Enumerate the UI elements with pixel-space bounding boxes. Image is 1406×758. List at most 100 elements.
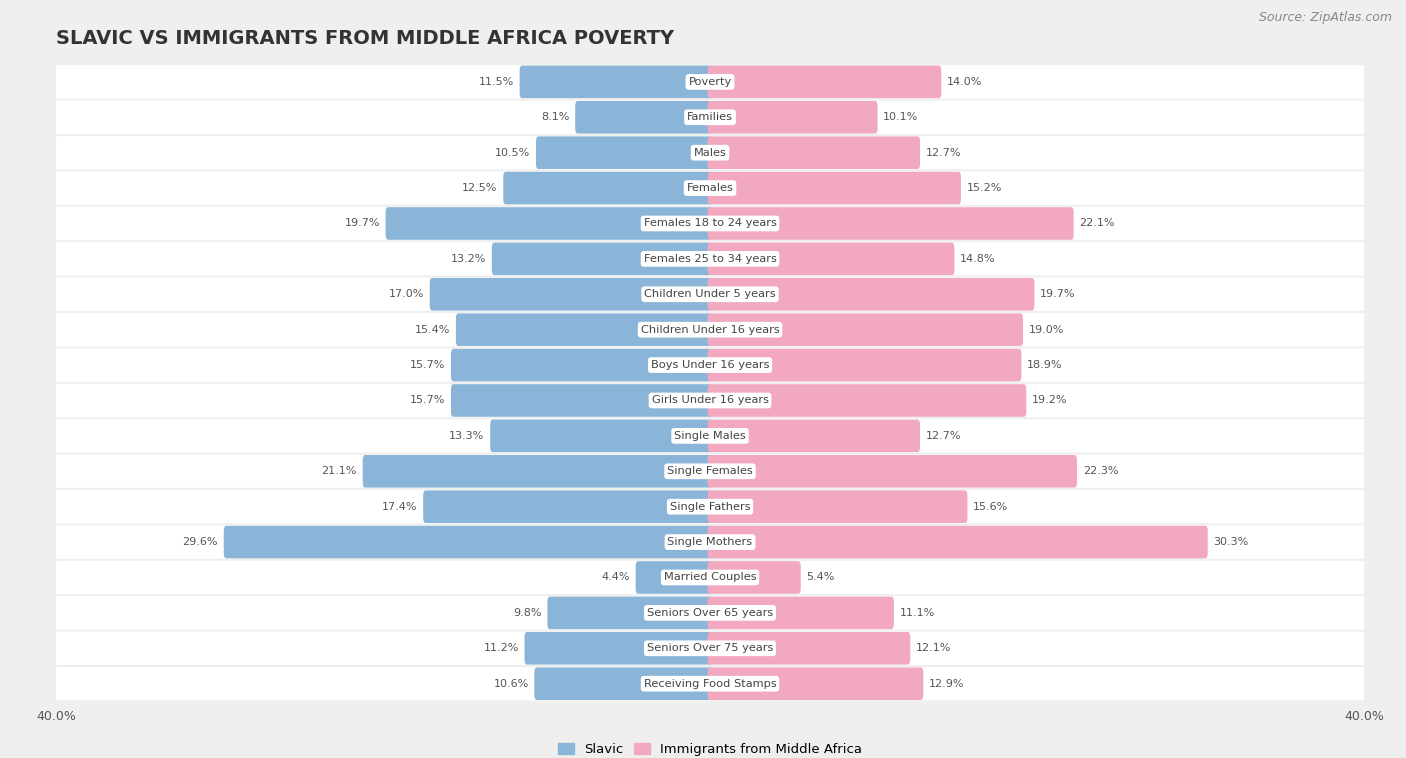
Text: 12.5%: 12.5% bbox=[463, 183, 498, 193]
Text: 13.2%: 13.2% bbox=[451, 254, 486, 264]
FancyBboxPatch shape bbox=[451, 384, 713, 417]
FancyBboxPatch shape bbox=[534, 667, 713, 700]
FancyBboxPatch shape bbox=[547, 597, 713, 629]
FancyBboxPatch shape bbox=[491, 420, 713, 453]
FancyBboxPatch shape bbox=[385, 207, 713, 240]
Text: 19.7%: 19.7% bbox=[1040, 290, 1076, 299]
FancyBboxPatch shape bbox=[56, 455, 1364, 488]
Text: 17.0%: 17.0% bbox=[388, 290, 425, 299]
Text: 10.5%: 10.5% bbox=[495, 148, 530, 158]
Text: Children Under 16 years: Children Under 16 years bbox=[641, 324, 779, 335]
FancyBboxPatch shape bbox=[56, 171, 1364, 205]
Text: 15.7%: 15.7% bbox=[411, 396, 446, 406]
FancyBboxPatch shape bbox=[56, 667, 1364, 700]
Text: 11.5%: 11.5% bbox=[478, 77, 515, 87]
Text: Males: Males bbox=[693, 148, 727, 158]
Text: 12.7%: 12.7% bbox=[925, 148, 962, 158]
Text: 13.3%: 13.3% bbox=[450, 431, 485, 441]
FancyBboxPatch shape bbox=[707, 490, 967, 523]
FancyBboxPatch shape bbox=[707, 420, 920, 453]
FancyBboxPatch shape bbox=[456, 313, 713, 346]
FancyBboxPatch shape bbox=[707, 66, 941, 99]
Text: Single Fathers: Single Fathers bbox=[669, 502, 751, 512]
FancyBboxPatch shape bbox=[536, 136, 713, 169]
Text: 22.3%: 22.3% bbox=[1083, 466, 1118, 476]
Text: 19.7%: 19.7% bbox=[344, 218, 380, 228]
FancyBboxPatch shape bbox=[56, 631, 1364, 665]
Text: Single Females: Single Females bbox=[668, 466, 752, 476]
Text: 14.0%: 14.0% bbox=[948, 77, 983, 87]
Text: Source: ZipAtlas.com: Source: ZipAtlas.com bbox=[1258, 11, 1392, 24]
Text: 9.8%: 9.8% bbox=[513, 608, 541, 618]
Text: Single Mothers: Single Mothers bbox=[668, 537, 752, 547]
Text: 10.1%: 10.1% bbox=[883, 112, 918, 122]
Text: 11.1%: 11.1% bbox=[900, 608, 935, 618]
Text: Receiving Food Stamps: Receiving Food Stamps bbox=[644, 678, 776, 689]
Text: Girls Under 16 years: Girls Under 16 years bbox=[651, 396, 769, 406]
FancyBboxPatch shape bbox=[56, 277, 1364, 311]
FancyBboxPatch shape bbox=[56, 101, 1364, 134]
Text: 29.6%: 29.6% bbox=[183, 537, 218, 547]
Text: 12.1%: 12.1% bbox=[915, 644, 952, 653]
FancyBboxPatch shape bbox=[56, 313, 1364, 346]
Text: Children Under 5 years: Children Under 5 years bbox=[644, 290, 776, 299]
Text: 5.4%: 5.4% bbox=[807, 572, 835, 582]
FancyBboxPatch shape bbox=[707, 455, 1077, 487]
Text: Females 18 to 24 years: Females 18 to 24 years bbox=[644, 218, 776, 228]
FancyBboxPatch shape bbox=[492, 243, 713, 275]
Text: 19.0%: 19.0% bbox=[1029, 324, 1064, 335]
FancyBboxPatch shape bbox=[707, 243, 955, 275]
FancyBboxPatch shape bbox=[707, 561, 801, 594]
FancyBboxPatch shape bbox=[430, 278, 713, 311]
FancyBboxPatch shape bbox=[56, 490, 1364, 523]
FancyBboxPatch shape bbox=[524, 632, 713, 665]
FancyBboxPatch shape bbox=[707, 207, 1074, 240]
FancyBboxPatch shape bbox=[707, 667, 924, 700]
FancyBboxPatch shape bbox=[56, 349, 1364, 382]
Text: Single Males: Single Males bbox=[673, 431, 747, 441]
Text: Boys Under 16 years: Boys Under 16 years bbox=[651, 360, 769, 370]
Text: 21.1%: 21.1% bbox=[322, 466, 357, 476]
FancyBboxPatch shape bbox=[56, 597, 1364, 630]
FancyBboxPatch shape bbox=[56, 525, 1364, 559]
Text: 18.9%: 18.9% bbox=[1028, 360, 1063, 370]
Text: 12.9%: 12.9% bbox=[929, 678, 965, 689]
FancyBboxPatch shape bbox=[707, 632, 910, 665]
Text: Seniors Over 65 years: Seniors Over 65 years bbox=[647, 608, 773, 618]
FancyBboxPatch shape bbox=[707, 597, 894, 629]
FancyBboxPatch shape bbox=[575, 101, 713, 133]
Text: 14.8%: 14.8% bbox=[960, 254, 995, 264]
Text: Poverty: Poverty bbox=[689, 77, 731, 87]
FancyBboxPatch shape bbox=[707, 384, 1026, 417]
Text: Families: Families bbox=[688, 112, 733, 122]
FancyBboxPatch shape bbox=[636, 561, 713, 594]
FancyBboxPatch shape bbox=[707, 136, 920, 169]
FancyBboxPatch shape bbox=[707, 278, 1035, 311]
Text: 30.3%: 30.3% bbox=[1213, 537, 1249, 547]
Text: Females 25 to 34 years: Females 25 to 34 years bbox=[644, 254, 776, 264]
FancyBboxPatch shape bbox=[503, 172, 713, 205]
Text: SLAVIC VS IMMIGRANTS FROM MIDDLE AFRICA POVERTY: SLAVIC VS IMMIGRANTS FROM MIDDLE AFRICA … bbox=[56, 29, 675, 48]
FancyBboxPatch shape bbox=[707, 526, 1208, 559]
FancyBboxPatch shape bbox=[451, 349, 713, 381]
Text: 15.7%: 15.7% bbox=[411, 360, 446, 370]
FancyBboxPatch shape bbox=[520, 66, 713, 99]
Text: Married Couples: Married Couples bbox=[664, 572, 756, 582]
Text: 22.1%: 22.1% bbox=[1080, 218, 1115, 228]
FancyBboxPatch shape bbox=[707, 313, 1024, 346]
Text: 8.1%: 8.1% bbox=[541, 112, 569, 122]
Text: 19.2%: 19.2% bbox=[1032, 396, 1067, 406]
FancyBboxPatch shape bbox=[56, 136, 1364, 169]
Text: 12.7%: 12.7% bbox=[925, 431, 962, 441]
FancyBboxPatch shape bbox=[423, 490, 713, 523]
FancyBboxPatch shape bbox=[56, 243, 1364, 275]
Text: Females: Females bbox=[686, 183, 734, 193]
FancyBboxPatch shape bbox=[56, 419, 1364, 453]
FancyBboxPatch shape bbox=[363, 455, 713, 487]
FancyBboxPatch shape bbox=[56, 384, 1364, 417]
Text: 4.4%: 4.4% bbox=[602, 572, 630, 582]
Legend: Slavic, Immigrants from Middle Africa: Slavic, Immigrants from Middle Africa bbox=[553, 738, 868, 758]
FancyBboxPatch shape bbox=[707, 349, 1021, 381]
FancyBboxPatch shape bbox=[707, 172, 960, 205]
FancyBboxPatch shape bbox=[707, 101, 877, 133]
